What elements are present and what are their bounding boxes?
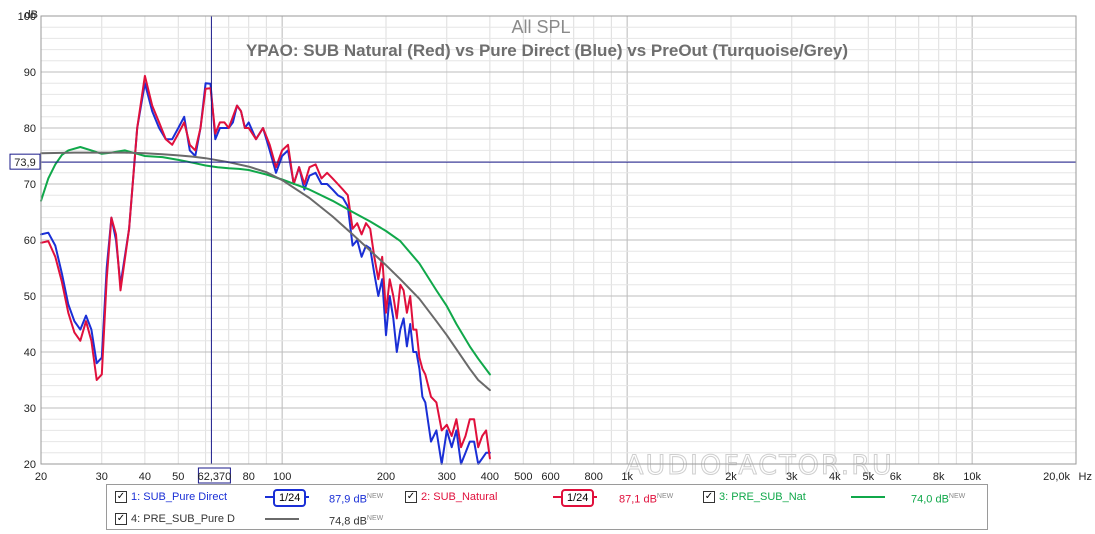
x-tick-label: 10k	[963, 471, 981, 483]
x-tick-label: 50	[172, 471, 184, 483]
series-lines	[40, 74, 491, 465]
new-badge: NEW	[656, 493, 674, 500]
x-axis-unit: Hz	[1079, 471, 1092, 483]
x-tick-label: 100	[273, 471, 291, 483]
y-tick-label: 40	[24, 347, 36, 359]
legend-value: 74,0 dB	[911, 493, 949, 506]
x-tick-label: 40	[139, 471, 151, 483]
legend: ✓ 1: SUB_Pure Direct 1/24 87,9 dBNEW ✓ 2…	[106, 484, 988, 530]
x-tick-label: 2k	[725, 471, 737, 483]
y-tick-label: 100	[18, 11, 36, 23]
cursor-x-readout-box	[197, 467, 231, 484]
series-line-sub-natural	[40, 74, 491, 460]
legend-value: 87,1 dB	[619, 493, 657, 506]
legend-name: SUB_Pure Direct	[143, 491, 228, 503]
y-tick-label: 60	[24, 235, 36, 247]
x-tick-label: 20	[35, 471, 47, 483]
checkbox-icon[interactable]: ✓	[405, 491, 417, 503]
legend-item-pre-sub-pure-d[interactable]: ✓ 4: PRE_SUB_Pure D 74,8 dBNEW	[115, 510, 395, 528]
chart-title: All SPL	[511, 17, 570, 37]
plot-frame	[40, 15, 1077, 465]
legend-name: PRE_SUB_Nat	[731, 491, 806, 503]
smoothing-badge[interactable]: 1/24	[561, 489, 595, 507]
watermark-text: AUDIOFACTOR.RU	[625, 450, 894, 481]
y-axis-unit: dB	[25, 9, 38, 21]
x-tick-label: 4k	[829, 471, 841, 483]
cursor-y-readout-box	[9, 153, 41, 170]
x-tick-label: 20,0k	[1043, 471, 1070, 483]
y-tick-label: 20	[24, 459, 36, 471]
x-tick-label: 1k	[621, 471, 633, 483]
x-tick-label: 80	[243, 471, 255, 483]
smoothing-badge[interactable]: 1/24	[273, 489, 307, 507]
x-tick-label: 5k	[862, 471, 874, 483]
legend-value: 74,8 dB	[329, 515, 367, 528]
legend-name: PRE_SUB_Pure D	[143, 513, 235, 525]
x-tick-label: 200	[377, 471, 395, 483]
checkbox-icon[interactable]: ✓	[115, 491, 127, 503]
legend-index: 3:	[719, 491, 729, 503]
y-tick-label: 70	[24, 179, 36, 191]
x-tick-label: 300	[438, 471, 456, 483]
legend-swatch-line	[265, 518, 299, 520]
checkbox-icon[interactable]: ✓	[703, 491, 715, 503]
legend-swatch-line	[851, 496, 885, 498]
y-tick-label: 80	[24, 123, 36, 135]
x-tick-label: 30	[96, 471, 108, 483]
legend-item-sub-pure-direct[interactable]: ✓ 1: SUB_Pure Direct 1/24 87,9 dBNEW	[115, 488, 395, 507]
legend-item-sub-natural[interactable]: ✓ 2: SUB_Natural 1/24 87,1 dBNEW	[405, 488, 695, 507]
series-line-pre-sub-pure-d	[40, 151, 491, 392]
legend-value: 87,9 dB	[329, 493, 367, 506]
cursor-x-readout: 62,370	[198, 471, 232, 483]
x-tick-label: 3k	[786, 471, 798, 483]
legend-index: 1:	[131, 491, 141, 503]
axes: 20 30 40 50 60 70 80 90 100 20 30 40 50 80 100 200 300 40…	[18, 11, 1077, 483]
legend-item-pre-sub-nat[interactable]: ✓ 3: PRE_SUB_Nat 74,0 dBNEW	[703, 488, 983, 506]
x-tick-label: 500	[514, 471, 532, 483]
series-line-pre-sub-nat	[40, 146, 491, 376]
legend-index: 2:	[421, 491, 431, 503]
chart-subtitle: YPAO: SUB Natural (Red) vs Pure Direct (…	[246, 41, 848, 60]
y-tick-label: 90	[24, 67, 36, 79]
y-tick-label: 30	[24, 403, 36, 415]
checkbox-icon[interactable]: ✓	[115, 513, 127, 525]
cursor[interactable]: 73,9 62,370	[9, 16, 1076, 484]
x-tick-label: 800	[585, 471, 603, 483]
new-badge: NEW	[948, 493, 966, 500]
x-tick-label: 8k	[933, 471, 945, 483]
spl-chart: AUDIOFACTOR.RU 73,9 62,370 20 30 40 50 60 70 80…	[9, 9, 1092, 484]
new-badge: NEW	[366, 493, 384, 500]
x-tick-label: 400	[481, 471, 499, 483]
cursor-y-readout: 73,9	[14, 157, 35, 169]
legend-index: 4:	[131, 513, 141, 525]
x-tick-label: 600	[541, 471, 559, 483]
legend-name: SUB_Natural	[433, 491, 498, 503]
new-badge: NEW	[366, 515, 384, 522]
x-tick-label: 6k	[890, 471, 902, 483]
y-tick-label: 50	[24, 291, 36, 303]
grid	[40, 15, 1077, 465]
